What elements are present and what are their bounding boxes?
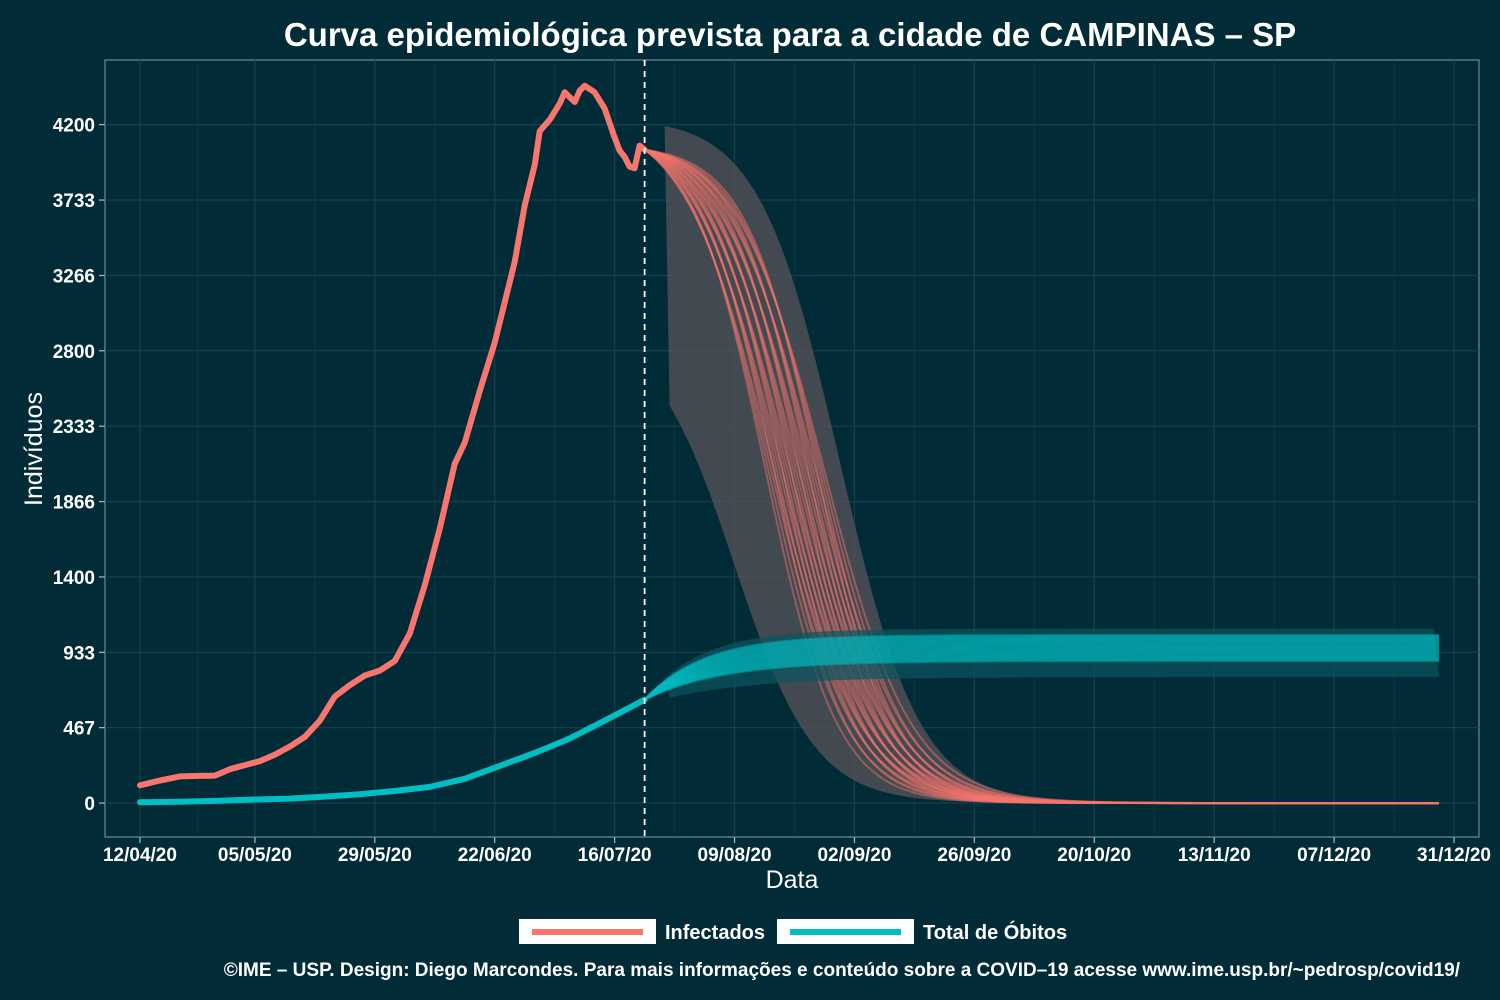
- deaths-forecast-line: [644, 659, 1439, 701]
- deaths-forecast-line: [643, 650, 1439, 701]
- y-axis-ticks: 0 467 933 1400 1866 2333 2800 3266 3733 4200: [53, 116, 105, 815]
- y-tick-label: 1400: [53, 568, 95, 589]
- infected-forecast-line: [644, 148, 1439, 805]
- infected-forecast-line: [644, 148, 1439, 805]
- infected-forecast-line: [644, 148, 1439, 805]
- deaths-forecast-line: [643, 640, 1439, 701]
- chart-title: Curva epidemiológica prevista para a cid…: [284, 16, 1296, 53]
- deaths-forecast-line: [643, 644, 1439, 701]
- infected-forecast-line: [644, 148, 1439, 805]
- legend-label-infectados: Infectados: [665, 922, 765, 944]
- infected-forecast-line: [644, 148, 1439, 805]
- x-axis-title: Data: [766, 866, 819, 894]
- x-tick-label: 22/06/20: [458, 845, 532, 866]
- deaths-forecast-line: [643, 637, 1439, 701]
- deaths-forecast-envelope: [664, 628, 1439, 698]
- chart-caption: ©IME – USP. Design: Diego Marcondes. Par…: [224, 960, 1461, 981]
- y-tick-label: 2800: [53, 342, 95, 363]
- infected-forecast-line: [643, 148, 1439, 805]
- deaths-forecast-line: [644, 657, 1439, 701]
- y-tick-label: 3733: [53, 191, 95, 212]
- deaths-forecast-line: [643, 643, 1439, 701]
- deaths-forecast-line: [643, 636, 1439, 701]
- y-tick-label: 0: [84, 794, 95, 815]
- infected-forecast-line: [644, 148, 1439, 805]
- x-tick-label: 07/12/20: [1297, 845, 1371, 866]
- observed-lines: [137, 82, 648, 806]
- deaths-forecast-line: [643, 635, 1439, 701]
- infected-forecast-line: [644, 148, 1439, 805]
- x-tick-label: 13/11/20: [1178, 845, 1251, 866]
- infected-forecast-line: [644, 148, 1439, 805]
- x-tick-label: 26/09/20: [937, 845, 1011, 866]
- x-tick-label: 09/08/20: [698, 845, 772, 866]
- deaths-forecast-line: [643, 651, 1439, 701]
- deaths-forecast-line: [644, 654, 1439, 701]
- infected-observed-line: [137, 82, 648, 789]
- infected-forecast-line: [644, 148, 1439, 805]
- y-tick-label: 2333: [53, 417, 95, 438]
- deaths-forecast-line: [644, 655, 1439, 701]
- infected-forecast-line: [644, 148, 1439, 805]
- deaths-forecast-line: [644, 653, 1439, 701]
- infected-forecast-line: [644, 148, 1439, 805]
- x-tick-label: 02/09/20: [817, 845, 891, 866]
- y-tick-label: 3266: [53, 266, 95, 287]
- infected-forecast-line: [644, 148, 1439, 805]
- deaths-forecast-line: [643, 646, 1439, 701]
- deaths-forecast-line: [644, 656, 1439, 701]
- deaths-forecast-band: [643, 628, 1439, 701]
- deaths-forecast-line: [643, 649, 1439, 701]
- infected-forecast-line: [644, 148, 1439, 805]
- x-tick-label: 29/05/20: [338, 845, 412, 866]
- infected-forecast-line: [644, 148, 1439, 805]
- infected-forecast-line: [644, 148, 1439, 805]
- infected-forecast-line: [643, 148, 1439, 805]
- x-axis-ticks: 12/04/20 05/05/20 29/05/20 22/06/20 16/07/20…: [103, 837, 1491, 866]
- infected-forecast-line: [644, 148, 1439, 805]
- infected-forecast-line: [644, 148, 1439, 805]
- infected-forecast-line: [644, 148, 1439, 805]
- infected-forecast-line: [644, 148, 1439, 805]
- infected-forecast-line: [644, 148, 1439, 805]
- deaths-forecast-line: [643, 634, 1439, 701]
- deaths-observed-line: [137, 696, 648, 806]
- infected-forecast-line: [644, 148, 1439, 805]
- x-tick-label: 12/04/20: [103, 845, 177, 866]
- legend-label-obitos: Total de Óbitos: [923, 920, 1067, 944]
- y-tick-label: 1866: [53, 493, 95, 514]
- infected-forecast-line: [644, 148, 1439, 805]
- deaths-forecast-line: [643, 645, 1439, 701]
- infected-forecast-line: [644, 148, 1439, 805]
- deaths-forecast-line: [643, 634, 1439, 701]
- infected-forecast-line: [644, 148, 1439, 805]
- deaths-forecast-line: [643, 638, 1439, 701]
- y-tick-label: 4200: [53, 116, 95, 137]
- y-tick-label: 467: [63, 719, 95, 740]
- x-tick-label: 20/10/20: [1057, 845, 1131, 866]
- deaths-forecast-line: [643, 648, 1439, 701]
- deaths-forecast-line: [643, 647, 1439, 701]
- deaths-forecast-line: [644, 652, 1439, 701]
- deaths-forecast-line: [643, 641, 1439, 701]
- legend: Infectados Total de Óbitos: [519, 919, 1067, 944]
- deaths-forecast-line: [643, 642, 1439, 701]
- deaths-forecast-line: [644, 658, 1439, 701]
- deaths-forecast-line: [644, 657, 1439, 701]
- infected-forecast-line: [644, 148, 1439, 805]
- deaths-forecast-line: [643, 639, 1439, 701]
- x-tick-label: 16/07/20: [578, 845, 652, 866]
- infected-forecast-line: [644, 148, 1439, 805]
- x-tick-label: 05/05/20: [218, 845, 292, 866]
- y-axis-title: Indivíduos: [20, 392, 48, 506]
- y-tick-label: 933: [63, 643, 95, 664]
- x-tick-label: 31/12/20: [1417, 845, 1491, 866]
